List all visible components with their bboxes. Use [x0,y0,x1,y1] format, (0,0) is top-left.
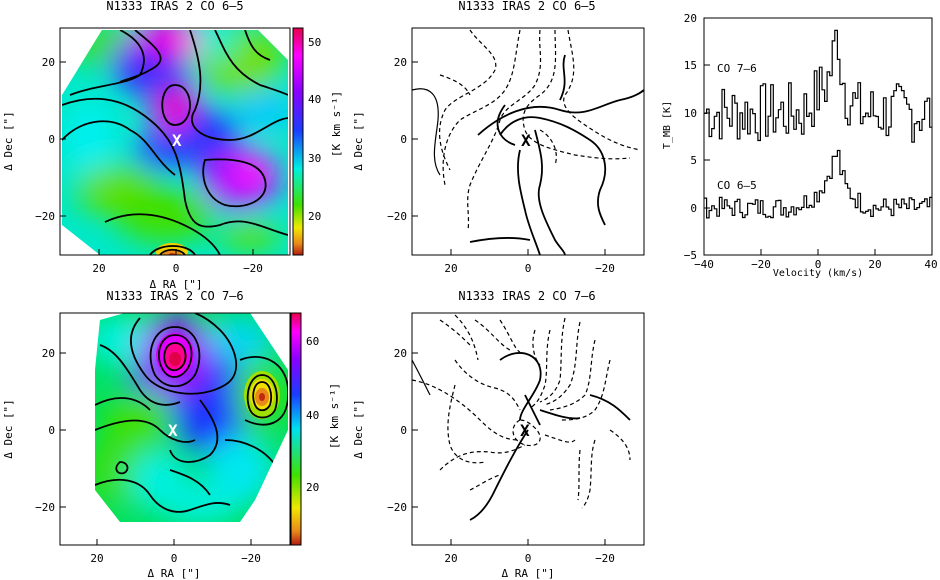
panel-a-colorbar [293,28,303,255]
panel-a-frame [59,27,291,256]
panel-a-colorbar-tick: 50 [308,36,321,49]
panel-d-ytick-label: −20 [35,501,55,514]
panel-d-ytick-label: 0 [48,424,55,437]
panel-a-xlabel: Δ RA ["] [150,278,203,291]
panel-d-title: N1333 IRAS 2 CO 7–6 [106,289,243,303]
panel-b-ticks [412,61,606,255]
panel-e-ticks [412,352,606,545]
panel-d-ticks [60,352,252,545]
panel-a-ytick-label: 20 [42,56,55,69]
panel-a-xtick-label: 0 [173,262,180,275]
panel-e-xtick-label: 20 [444,552,457,565]
panel-d-heatmap [95,313,288,522]
panel-b-ytick-label: 0 [400,133,407,146]
panel-a-ytick-label: −20 [35,210,55,223]
panel-a-colorbar-label: [K km s⁻¹] [330,91,343,157]
panel-c-xtick-label: 40 [924,258,937,271]
panel-e-co76-outflow: N1333 IRAS 2 CO 7–6 [352,289,645,580]
panel-e-ytick-label: 20 [394,347,407,360]
panel-c-xtick-label: −20 [751,258,771,271]
panel-c-ylabel: T_MB [K] [662,101,673,149]
panel-e-xtick-label: −20 [595,552,615,565]
spectrum-co76 [704,29,932,143]
panel-c-ytick-label: 10 [684,107,697,120]
panel-c-xtick-label: −40 [694,258,714,271]
panel-d-frame [59,312,291,546]
spectrum-co65-label: CO 6–5 [717,179,757,192]
panel-e-xtick-label: 0 [525,552,532,565]
panel-a-colorbar-tick: 30 [308,152,321,165]
panel-c-xlabel: Velocity (km/s) [773,268,863,279]
spectrum-co76-label: CO 7–6 [717,62,757,75]
panel-e-contours [411,314,631,521]
panel-c-xtick-label: 0 [815,258,822,271]
panel-b-ytick-label: −20 [387,210,407,223]
panel-d-ytick-label: 20 [42,347,55,360]
panel-d-colorbar-tick: 40 [306,409,319,422]
panel-e-xlabel: Δ RA ["] [502,567,555,580]
panel-d-xtick-label: 20 [90,552,103,565]
panel-a-ylabel: Δ Dec ["] [2,111,15,171]
panel-a-xtick-label: −20 [243,262,263,275]
panel-e-source-marker: X [520,421,530,440]
panel-d-xlabel: Δ RA ["] [148,567,201,580]
panel-d-xtick-label: −20 [241,552,261,565]
panel-b-xtick-label: 20 [444,262,457,275]
panel-d-colorbar-label: [K km s⁻¹] [328,383,341,449]
panel-c-frame [703,17,933,256]
panel-b-co65-outflow: N1333 IRAS 2 CO 6–5 X 20 0 −20 20 [352,0,645,275]
panel-c-ytick-label: 5 [690,154,697,167]
panel-c-xtick-label: 20 [868,258,881,271]
panel-c-ytick-label: 15 [684,59,697,72]
panel-e-ytick-label: 0 [400,424,407,437]
panel-b-xtick-label: 0 [525,262,532,275]
panel-e-title: N1333 IRAS 2 CO 7–6 [458,289,595,303]
panel-a-colorbar-tick: 40 [308,93,321,106]
panel-c-spectra: CO 7–6 CO 6–5 −40 −20 0 20 40 −5 0 5 10 … [662,12,938,279]
panel-a-co65-map: N1333 IRAS 2 CO 6–5 [2,0,343,291]
panel-d-xtick-label: 0 [171,552,178,565]
panel-c-ytick-label: −5 [684,249,697,262]
panel-b-title: N1333 IRAS 2 CO 6–5 [458,0,595,13]
panel-b-contours [411,29,645,256]
panel-c-ticks [704,17,876,255]
panel-b-source-marker: X [521,131,531,150]
panel-d-source-marker: X [168,421,178,440]
panel-a-ytick-label: 0 [48,133,55,146]
panel-e-ytick-label: −20 [387,501,407,514]
panel-d-colorbar-tick: 60 [306,335,319,348]
panel-b-xtick-label: −20 [595,262,615,275]
spectrum-co65 [704,149,932,219]
panel-d-colorbar [291,313,301,545]
panel-a-xtick-label: 20 [92,262,105,275]
panel-c-ytick-label: 20 [684,12,697,25]
panel-b-ytick-label: 20 [394,56,407,69]
panel-c-ytick-label: 0 [690,202,697,215]
panel-a-ticks [60,61,254,255]
panel-a-colorbar-tick: 20 [308,210,321,223]
panel-d-colorbar-tick: 20 [306,481,319,494]
panel-a-title: N1333 IRAS 2 CO 6–5 [106,0,243,13]
panel-a-heatmap [62,30,288,255]
panel-d-ylabel: Δ Dec ["] [2,399,15,459]
panel-e-ylabel: Δ Dec ["] [352,399,365,459]
panel-b-ylabel: Δ Dec ["] [352,111,365,171]
panel-d-co76-map: N1333 IRAS 2 CO 7–6 [2,289,341,580]
panel-a-source-marker: X [172,131,182,150]
